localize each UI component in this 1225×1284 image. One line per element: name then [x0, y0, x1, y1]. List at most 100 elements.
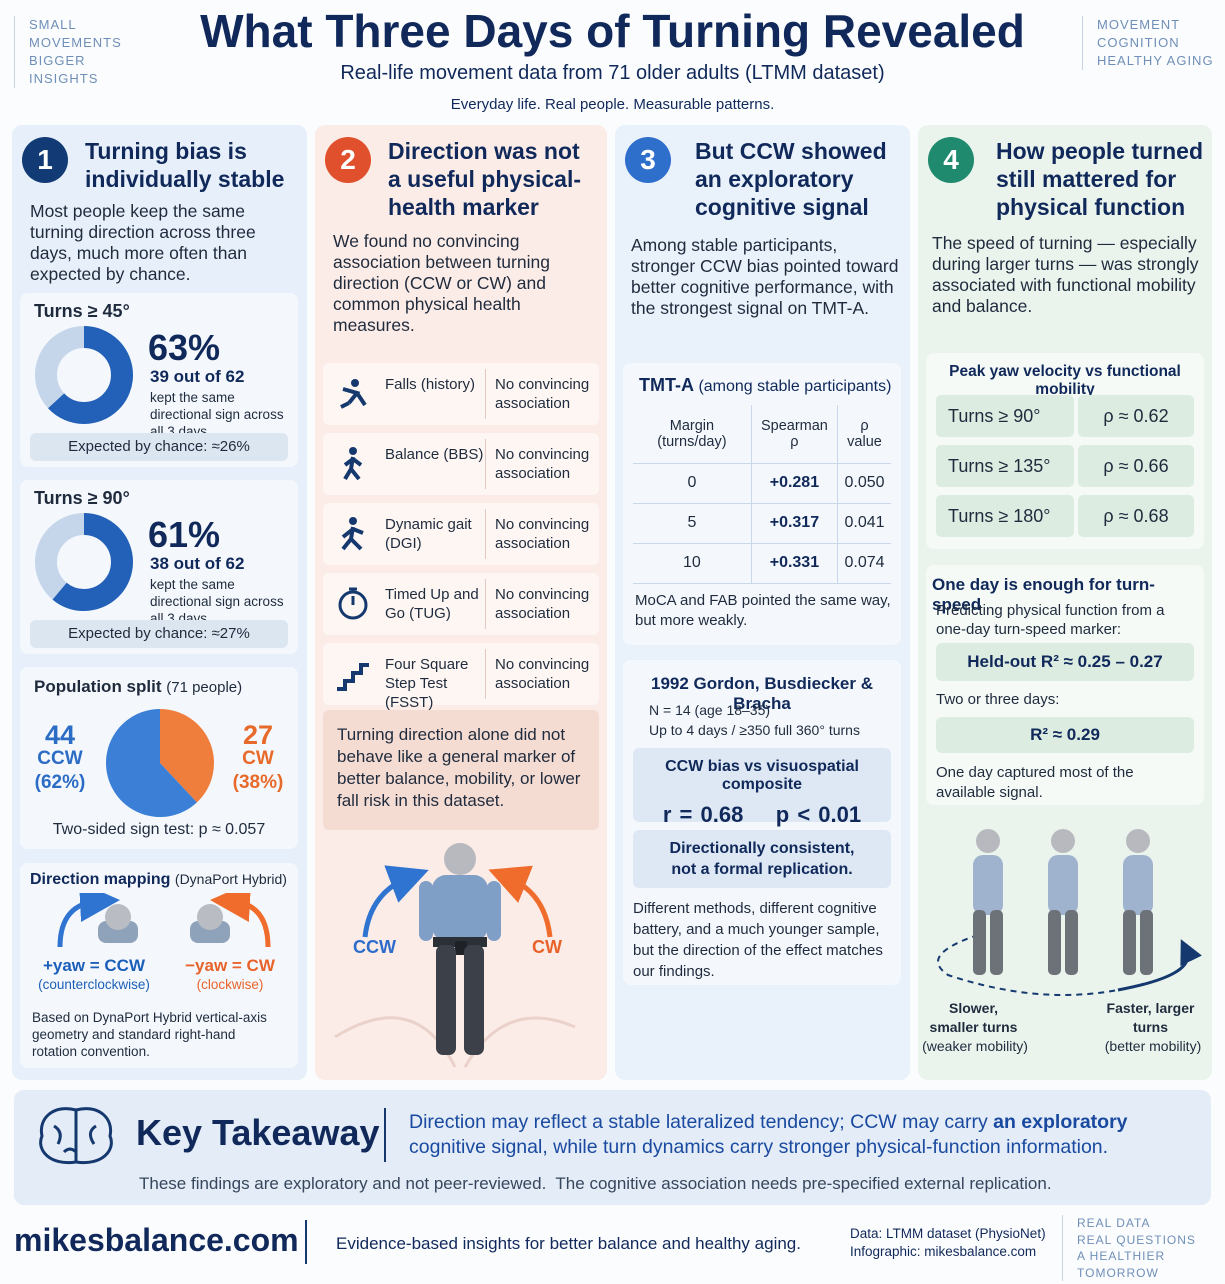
ccw-label: CCW: [37, 748, 83, 769]
table-cell: +0.331: [751, 543, 839, 584]
r-value: r = 0.68: [662, 802, 744, 827]
cw-mapping-note: (clockwise): [196, 977, 264, 992]
divider: [485, 369, 486, 419]
study-text: Different methods, different cognitive b…: [633, 900, 883, 980]
ccw-share: (62%): [34, 772, 86, 793]
measure-result: No convincing association: [495, 446, 590, 482]
table-title: TMT-A (among stable participants): [639, 375, 891, 396]
left-tagline: SMALL MOVEMENTS BIGGER INSIGHTS: [14, 16, 122, 88]
donut-card: Turns ≥ 90° 61% 38 out of 62 kept the sa…: [20, 480, 298, 654]
table-cell: +0.317: [751, 503, 839, 544]
walker-illustration: [334, 843, 576, 1068]
tagline-line: MOVEMENT: [1097, 17, 1181, 32]
chance: Expected by chance: ≈27%: [30, 620, 288, 648]
mapping-card: Direction mapping (DynaPort Hybrid) +yaw…: [20, 863, 298, 1068]
ccw-count: 44: [44, 720, 76, 750]
header-cell: Margin (turns/day): [633, 405, 752, 464]
one-day-note: One day captured most of the available s…: [936, 764, 1134, 801]
disclaimer: These findings are exploratory and not p…: [139, 1174, 1052, 1193]
mapping-text: Based on DynaPort Hybrid vertical-axis g…: [32, 1010, 267, 1059]
tagline-line: SMALL: [29, 17, 77, 32]
panel-text: We found no convincing association betwe…: [333, 231, 550, 335]
result-stats: r = 0.68 p < 0.01: [633, 802, 891, 828]
result-box: CCW bias vs visuospatial composite r = 0…: [633, 748, 891, 827]
tagline-line: COGNITION: [1097, 35, 1180, 50]
panel-title: But CCW showed an exploratory cognitive …: [695, 138, 887, 220]
cw-count: 27: [242, 720, 274, 750]
takeaway: Key Takeaway Direction may reflect a sta…: [14, 1090, 1211, 1205]
slow-note: (weaker mobility): [922, 1038, 1028, 1054]
cw-legend: 27 CW (38%): [226, 720, 290, 795]
measure-row: Balance (BBS) No convincing association: [323, 433, 599, 495]
fast-label: Faster, larger turns: [1106, 1000, 1195, 1035]
takeaway-text: Direction may reflect a stable lateraliz…: [409, 1110, 1169, 1160]
table-cell: 5: [633, 503, 752, 544]
panel-text: Among stable participants, stronger CCW …: [631, 235, 899, 318]
velocity-title: Peak yaw velocity vs functional mobility: [949, 363, 1181, 398]
measure-result: No convincing association: [495, 376, 590, 412]
table-cell: 0.050: [837, 463, 891, 504]
panel-number: 1: [22, 137, 68, 183]
takeaway-part: cognitive signal, while turn dynamics ca…: [409, 1136, 1109, 1158]
table-cell: +0.281: [751, 463, 839, 504]
footer-tagline: Evidence-based insights for better balan…: [336, 1234, 801, 1253]
note: kept the same directional sign across al…: [150, 390, 284, 439]
study-card: 1992 Gordon, Busdiecker & Bracha N = 14 …: [623, 660, 901, 985]
panel-title: How people turned still mattered for phy…: [996, 138, 1203, 220]
percent: 61%: [148, 514, 221, 555]
tagline-line: BIGGER: [29, 53, 86, 68]
measure-icon: [338, 587, 368, 620]
study-detail: Up to 4 days / ≥350 full 360° turns: [649, 722, 860, 738]
takeaway-part: Direction may reflect a stable lateraliz…: [409, 1111, 994, 1133]
measure-name: Falls (history): [385, 376, 476, 393]
table-cell: 0.074: [837, 543, 891, 584]
divider: [305, 1220, 307, 1264]
table-title-text: TMT-A: [639, 375, 694, 395]
donut: [35, 326, 133, 424]
pie: [106, 709, 214, 817]
panel-title: Turning bias is individually stable: [85, 138, 285, 192]
rho-value: ρ ≈ 0.62: [1078, 395, 1194, 437]
mapping-note: (DynaPort Hybrid): [174, 871, 287, 887]
page-title: What Three Days of Turning Revealed: [200, 5, 1025, 57]
turners-illustration: [937, 829, 1203, 996]
count: 39 out of 62: [150, 367, 245, 386]
donut-arc: [35, 326, 133, 424]
cw-label: CW: [242, 748, 274, 769]
table-note: (among stable participants): [698, 378, 892, 395]
subtitle: Real-life movement data from 71 older ad…: [340, 62, 885, 84]
ccw-mapping-note: (counterclockwise): [38, 977, 150, 992]
right-tagline: MOVEMENT COGNITION HEALTHY AGING: [1082, 16, 1214, 70]
panel-text: Most people keep the same turning direct…: [30, 201, 256, 284]
measure-icon: [341, 517, 364, 551]
divider: [485, 509, 486, 559]
pie-slice: [160, 709, 214, 803]
panel: 1 Turning bias is individually stable Mo…: [12, 125, 307, 1080]
p-value: p < 0.01: [775, 802, 862, 827]
mapping-title: Direction mapping (DynaPort Hybrid): [30, 871, 287, 889]
table-row: 5 +0.317 0.041: [633, 503, 891, 544]
split-title: Population split (71 people): [34, 677, 242, 697]
percent: 63%: [148, 327, 221, 368]
pie-slice: [106, 709, 197, 817]
multi-label: Two or three days:: [936, 691, 1060, 708]
credit: Data: LTMM dataset (PhysioNet): [850, 1226, 1046, 1241]
note: kept the same directional sign across al…: [150, 577, 284, 626]
measure-row: Dynamic gait (DGI) No convincing associat…: [323, 503, 599, 565]
study-detail: N = 14 (age 18–35): [649, 702, 771, 718]
panel: 2 Direction was not a useful physical-he…: [315, 125, 607, 1080]
turn-threshold: Turns ≥ 90°: [936, 395, 1074, 437]
one-day-card: One day is enough for turn-speed Predict…: [926, 565, 1204, 805]
mapping-title-text: Direction mapping: [30, 871, 171, 888]
study-title: 1992 Gordon, Busdiecker & Bracha: [650, 674, 874, 713]
table-row: 10 +0.331 0.074: [633, 543, 891, 584]
result-title: CCW bias vs visuospatial composite: [665, 758, 859, 793]
ccw-legend: 44 CCW (62%): [28, 720, 92, 795]
conclusion: Turning direction alone did not behave l…: [323, 710, 599, 830]
takeaway-emphasis: an exploratory: [993, 1111, 1128, 1133]
donut-label: Turns ≥ 45°: [34, 301, 130, 321]
panel: 4 How people turned still mattered for p…: [918, 125, 1212, 1080]
credits: Data: LTMM dataset (PhysioNet) Infograph…: [850, 1225, 1046, 1261]
